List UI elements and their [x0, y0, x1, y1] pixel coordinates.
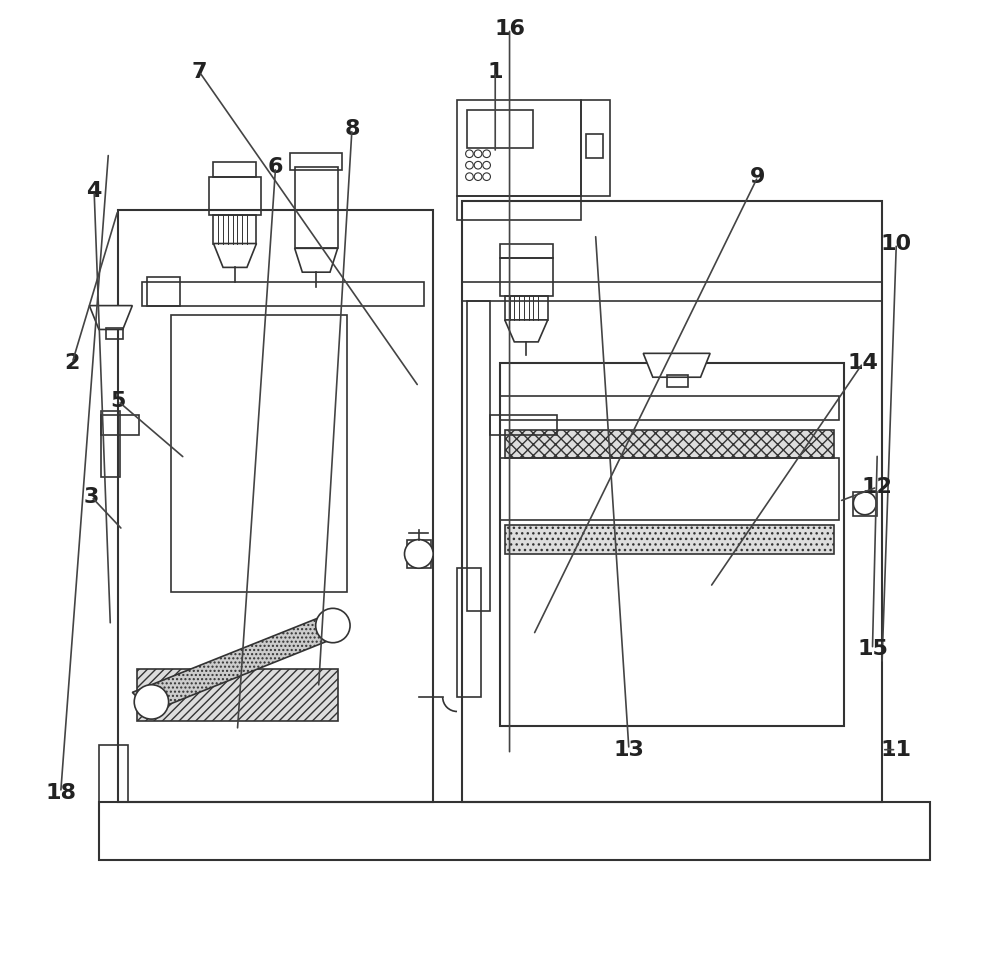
Bar [586, 134, 603, 158]
Text: 11: 11 [881, 740, 912, 759]
Bar [171, 315, 347, 592]
Bar [500, 396, 839, 420]
Bar [500, 244, 553, 258]
Circle shape [404, 540, 433, 568]
Bar [467, 110, 533, 148]
Circle shape [483, 150, 490, 158]
Bar [505, 296, 548, 320]
Bar [462, 201, 882, 802]
Text: 16: 16 [494, 19, 525, 38]
Text: 9: 9 [750, 167, 766, 186]
Text: 1: 1 [487, 62, 503, 81]
Bar [500, 458, 839, 520]
Circle shape [474, 150, 482, 158]
Circle shape [483, 173, 490, 180]
Bar [142, 282, 424, 306]
Bar [118, 210, 433, 802]
Text: 13: 13 [613, 740, 644, 759]
Polygon shape [213, 244, 256, 267]
Circle shape [474, 173, 482, 180]
Bar [99, 745, 128, 802]
Text: 8: 8 [344, 119, 360, 138]
Circle shape [316, 608, 350, 643]
Bar [147, 277, 180, 306]
Text: 4: 4 [86, 181, 102, 201]
Text: 7: 7 [191, 62, 207, 81]
Bar [213, 162, 256, 177]
Bar [462, 282, 882, 301]
Bar [457, 100, 581, 196]
Bar [213, 215, 256, 244]
Text: 15: 15 [857, 640, 888, 659]
Circle shape [853, 492, 876, 515]
Bar [209, 177, 261, 215]
Circle shape [483, 161, 490, 169]
Polygon shape [295, 248, 338, 272]
Bar [505, 430, 834, 458]
Bar [101, 411, 120, 478]
Bar [407, 540, 431, 568]
Bar [490, 415, 557, 435]
Circle shape [134, 685, 169, 719]
Bar [137, 668, 338, 721]
Polygon shape [505, 320, 548, 342]
Bar [99, 802, 930, 860]
Text: 14: 14 [847, 353, 878, 372]
Bar [667, 375, 688, 387]
Bar [457, 196, 581, 220]
Polygon shape [89, 306, 132, 329]
Text: 12: 12 [862, 478, 893, 497]
Bar [853, 492, 877, 516]
Circle shape [466, 161, 473, 169]
Polygon shape [643, 353, 710, 377]
Bar [295, 167, 338, 248]
Circle shape [474, 161, 482, 169]
Circle shape [466, 150, 473, 158]
Bar [290, 153, 342, 170]
Bar [500, 258, 553, 296]
Bar [101, 415, 139, 435]
Text: 6: 6 [268, 158, 283, 177]
Bar [106, 328, 123, 339]
Bar [500, 363, 844, 726]
Text: 18: 18 [45, 783, 76, 802]
Text: 5: 5 [110, 392, 126, 411]
Bar [505, 525, 834, 554]
Bar [457, 568, 481, 697]
Text: 10: 10 [881, 234, 912, 253]
Bar [581, 100, 610, 196]
Circle shape [466, 173, 473, 180]
Text: 3: 3 [84, 487, 99, 506]
Polygon shape [132, 616, 342, 711]
Bar [467, 301, 490, 611]
Text: 2: 2 [64, 353, 80, 372]
